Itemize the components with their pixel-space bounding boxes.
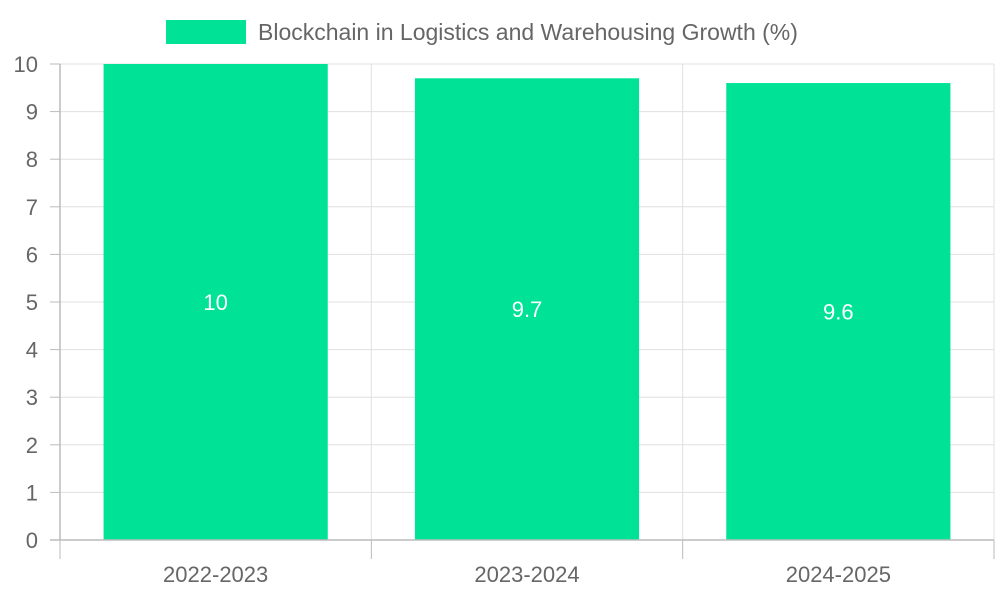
y-tick-label: 3 [26,385,38,410]
y-tick-label: 8 [26,147,38,172]
legend-swatch [166,20,246,44]
legend-label: Blockchain in Logistics and Warehousing … [258,19,798,45]
labels: 0 1 2 3 4 5 6 7 8 9 10 10 2022-2023 9.7 2023-2024 9.6 20… [14,52,891,587]
bar[interactable] [103,64,328,540]
data-label: 9.7 [512,297,543,322]
y-tick-label: 0 [26,528,38,553]
x-tick-label: 2023-2024 [474,562,579,587]
y-tick-label: 10 [14,52,38,77]
y-tick-label: 6 [26,242,38,267]
x-tick-label: 2024-2025 [786,562,891,587]
legend[interactable]: Blockchain in Logistics and Warehousing … [166,19,798,45]
bar[interactable] [414,78,640,540]
x-tick-label: 2022-2023 [163,562,268,587]
y-tick-label: 5 [26,290,38,315]
data-label: 10 [203,290,227,315]
axes [50,63,995,559]
y-tick-label: 4 [26,338,38,363]
data-label: 9.6 [823,300,854,325]
y-tick-label: 7 [26,195,38,220]
y-tick-label: 9 [26,100,38,125]
bar[interactable] [726,83,951,540]
y-tick-label: 1 [26,480,38,505]
y-tick-label: 2 [26,433,38,458]
bars [103,64,951,540]
